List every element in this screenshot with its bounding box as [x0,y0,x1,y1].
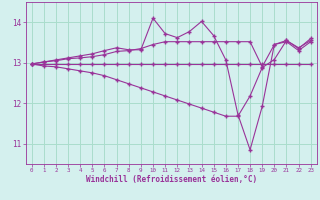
X-axis label: Windchill (Refroidissement éolien,°C): Windchill (Refroidissement éolien,°C) [86,175,257,184]
